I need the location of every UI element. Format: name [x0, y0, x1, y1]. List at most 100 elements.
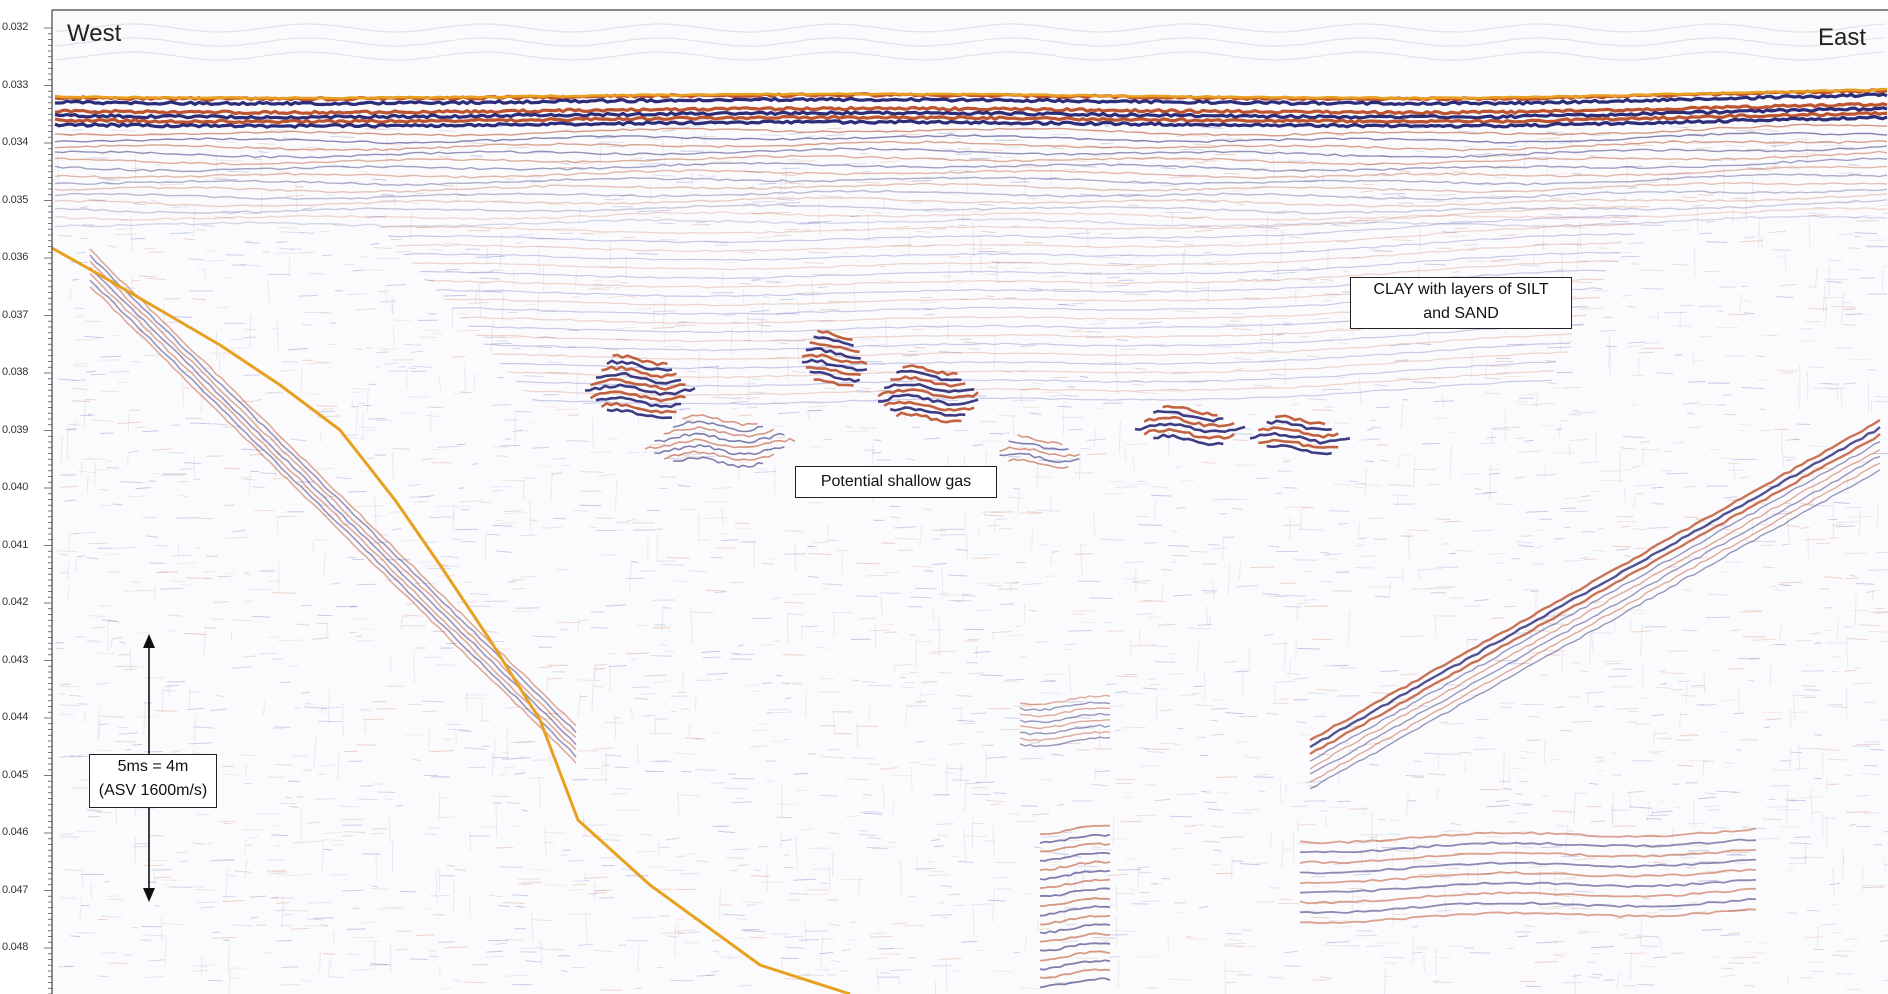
lower-east-layer	[1299, 908, 1757, 925]
lower-east-layer	[1299, 868, 1757, 885]
lower-east-layer	[1300, 858, 1757, 875]
central-reflector	[1019, 701, 1111, 712]
west-dipping-reflector	[89, 254, 577, 734]
gas-anomaly	[1249, 431, 1351, 445]
west-dipping-reflector	[89, 266, 577, 746]
central-reflector	[1039, 833, 1111, 844]
basin-layer	[387, 214, 1639, 244]
gas-anomaly	[809, 370, 861, 383]
central-reflector	[1019, 712, 1111, 724]
gas-anomaly	[805, 366, 861, 377]
gas-anomaly	[612, 353, 668, 367]
seabed-multiple	[54, 37, 1886, 47]
clay-annotation: CLAY with layers of SILT and SAND	[1350, 277, 1572, 329]
shallow-layer	[54, 193, 1888, 208]
horizon-layer	[52, 87, 1888, 994]
gas-anomaly	[1257, 426, 1339, 439]
gas-anomaly	[589, 390, 686, 403]
shallow-layer	[55, 199, 1888, 215]
seabed-pick	[54, 87, 1888, 100]
basin-layer	[523, 370, 1555, 396]
shallow-layer	[54, 173, 1888, 186]
central-reflector	[1039, 842, 1111, 853]
seabed-band	[55, 92, 1888, 107]
basin-layer	[395, 223, 1637, 253]
basin-layer	[531, 379, 1553, 405]
central-reflector	[1039, 869, 1111, 881]
central-reflector	[1039, 950, 1111, 962]
y-tick-label: 0.047	[2, 883, 29, 896]
gas-anomaly	[654, 432, 785, 444]
shallow-layer	[54, 181, 1888, 194]
central-reflector	[1039, 860, 1111, 872]
clay-annotation-line2: and SAND	[1423, 305, 1499, 322]
central-reflector	[1039, 942, 1111, 952]
central-reflector	[1019, 736, 1111, 748]
scale-annotation-line2: (ASV 1600m/s)	[98, 782, 208, 799]
gas-anomaly	[896, 369, 962, 382]
shallow-layer	[54, 207, 1888, 221]
gas-anomaly	[584, 383, 696, 396]
gas-anomaly	[1008, 458, 1069, 469]
gas-anomaly	[813, 335, 854, 348]
basin-layer	[491, 333, 1573, 360]
west-dipping-reflector	[89, 272, 577, 751]
gas-anomaly	[672, 420, 764, 433]
east-rising-reflector	[1309, 418, 1881, 742]
gas-anomaly	[902, 364, 958, 377]
plot-background	[52, 10, 1888, 994]
basin-layer	[411, 241, 1623, 271]
lower-east-layer	[1299, 827, 1757, 845]
west-dipping-reflector	[89, 279, 577, 758]
seabed-multiple	[54, 51, 1886, 61]
y-tick-label: 0.043	[2, 653, 29, 666]
east-rising-reflector	[1309, 426, 1881, 749]
gas-anomaly	[644, 437, 796, 450]
gas-anomaly	[878, 393, 979, 407]
shallow-layer	[54, 140, 1888, 152]
y-tick-label: 0.037	[2, 308, 29, 321]
east-rising-reflector	[1309, 456, 1881, 775]
west-dipping-reflector	[89, 286, 577, 764]
central-reflector	[1039, 878, 1111, 890]
y-tick-label: 0.036	[2, 251, 29, 263]
seabed-band	[54, 102, 1888, 116]
gas-anomaly	[1017, 433, 1063, 446]
central-reflector	[1019, 719, 1111, 730]
central-reflector	[1039, 905, 1111, 917]
gas-anomaly	[673, 456, 764, 468]
gas-anomaly	[1266, 444, 1332, 456]
east-label: East	[1818, 24, 1867, 51]
y-tick-label: 0.038	[2, 366, 29, 378]
shallow-layer	[54, 188, 1888, 201]
shallow-layer	[54, 123, 1888, 137]
gas-anomaly	[595, 395, 681, 409]
central-reflector	[1019, 731, 1111, 742]
seabed-multiple	[54, 23, 1886, 33]
y-axis-ticks	[44, 27, 52, 994]
gas-anomaly	[1143, 427, 1235, 440]
y-tick-label: 0.039	[2, 423, 29, 436]
gas-anomaly	[883, 400, 975, 412]
gas-anomaly	[663, 426, 775, 438]
central-reflector	[1039, 932, 1111, 943]
central-reflector	[1039, 896, 1111, 908]
seabed-band	[54, 115, 1888, 129]
gas-anomaly	[606, 408, 672, 420]
reflector-layer	[54, 23, 1888, 989]
central-reflector	[1039, 887, 1111, 898]
gas-anomaly	[883, 383, 975, 394]
west-label: West	[67, 20, 122, 47]
west-dipping-reflector	[89, 260, 577, 739]
gas-anomaly	[895, 411, 962, 424]
gas-anomaly	[890, 406, 966, 417]
y-tick-label: 0.034	[2, 136, 29, 148]
gas-anomaly	[590, 378, 686, 391]
y-tick-label: 0.042	[2, 596, 29, 608]
gas-anomaly	[817, 329, 853, 341]
gas-anomaly	[877, 388, 979, 400]
shallow-layer	[54, 157, 1888, 173]
gas-anomaly	[999, 446, 1080, 458]
